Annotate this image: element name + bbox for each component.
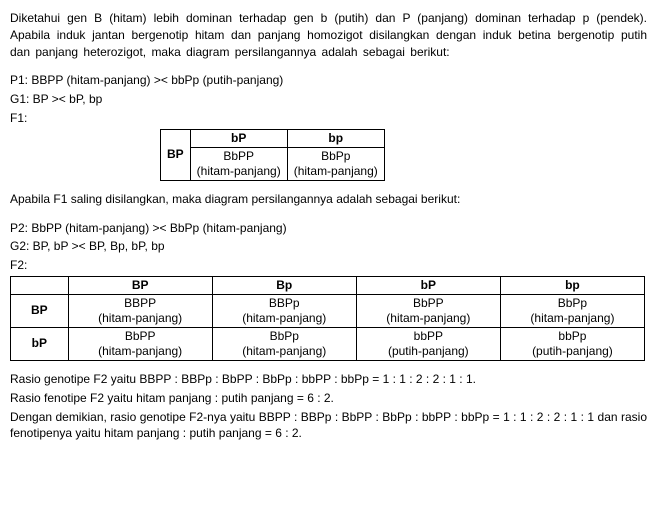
genotype: bbPp	[558, 329, 586, 343]
genotype: bbPP	[414, 329, 443, 343]
phenotype: (hitam-panjang)	[197, 164, 281, 178]
f2-col-header: Bp	[212, 276, 356, 294]
f2-cell: BBPp(hitam-panjang)	[212, 294, 356, 327]
genotype: BBPp	[269, 296, 300, 310]
f1-cell: BbPP (hitam-panjang)	[190, 147, 287, 180]
phenotype: (hitam-panjang)	[386, 311, 470, 325]
f2-punnett-table: BP Bp bP bp BP BBPP(hitam-panjang) BBPp(…	[10, 276, 645, 361]
f1-cell: BbPp (hitam-panjang)	[287, 147, 384, 180]
phenotype: (putih-panjang)	[532, 344, 613, 358]
phenotype: (hitam-panjang)	[98, 311, 182, 325]
genotype: BbPp	[558, 296, 587, 310]
genotype: BbPP	[223, 149, 254, 163]
f1-label: F1:	[10, 110, 647, 127]
f2-cell: BbPp(hitam-panjang)	[500, 294, 644, 327]
f2-corner	[11, 276, 69, 294]
ratio-phenotype: Rasio fenotipe F2 yaitu hitam panjang : …	[10, 390, 647, 407]
mid-paragraph: Apabila F1 saling disilangkan, maka diag…	[10, 191, 647, 208]
phenotype: (hitam-panjang)	[98, 344, 182, 358]
f2-cell: BbPP(hitam-panjang)	[356, 294, 500, 327]
f1-punnett-table: BP bP bp BbPP (hitam-panjang) BbPp (hita…	[160, 129, 385, 181]
ratio-genotype: Rasio genotipe F2 yaitu BBPP : BBPp : Bb…	[10, 371, 647, 388]
g2-line: G2: BP, bP >< BP, Bp, bP, bp	[10, 238, 647, 255]
f2-row-header: BP	[11, 294, 69, 327]
f2-cell: bbPP(putih-panjang)	[356, 327, 500, 360]
genotype: BBPP	[124, 296, 156, 310]
f2-col-header: bP	[356, 276, 500, 294]
f2-col-header: BP	[68, 276, 212, 294]
intro-paragraph: Diketahui gen B (hitam) lebih dominan te…	[10, 10, 647, 60]
f1-col-header: bP	[190, 129, 287, 147]
f1-col-header: bp	[287, 129, 384, 147]
f2-cell: BbPp(hitam-panjang)	[212, 327, 356, 360]
f2-cell: bbPp(putih-panjang)	[500, 327, 644, 360]
phenotype: (hitam-panjang)	[530, 311, 614, 325]
phenotype: (hitam-panjang)	[242, 344, 326, 358]
phenotype: (putih-panjang)	[388, 344, 469, 358]
genotype: BbPP	[413, 296, 444, 310]
p1-line: P1: BBPP (hitam-panjang) >< bbPp (putih-…	[10, 72, 647, 89]
f2-label: F2:	[10, 257, 647, 274]
f2-col-header: bp	[500, 276, 644, 294]
f2-cell: BbPP(hitam-panjang)	[68, 327, 212, 360]
conclusion-paragraph: Dengan demikian, rasio genotipe F2-nya y…	[10, 409, 647, 443]
genotype: BbPP	[125, 329, 156, 343]
phenotype: (hitam-panjang)	[294, 164, 378, 178]
g1-line: G1: BP >< bP, bp	[10, 91, 647, 108]
genotype: BbPp	[321, 149, 350, 163]
p2-line: P2: BbPP (hitam-panjang) >< BbPp (hitam-…	[10, 220, 647, 237]
f2-cell: BBPP(hitam-panjang)	[68, 294, 212, 327]
f1-row-header: BP	[161, 129, 191, 180]
genotype: BbPp	[270, 329, 299, 343]
f2-row-header: bP	[11, 327, 69, 360]
phenotype: (hitam-panjang)	[242, 311, 326, 325]
